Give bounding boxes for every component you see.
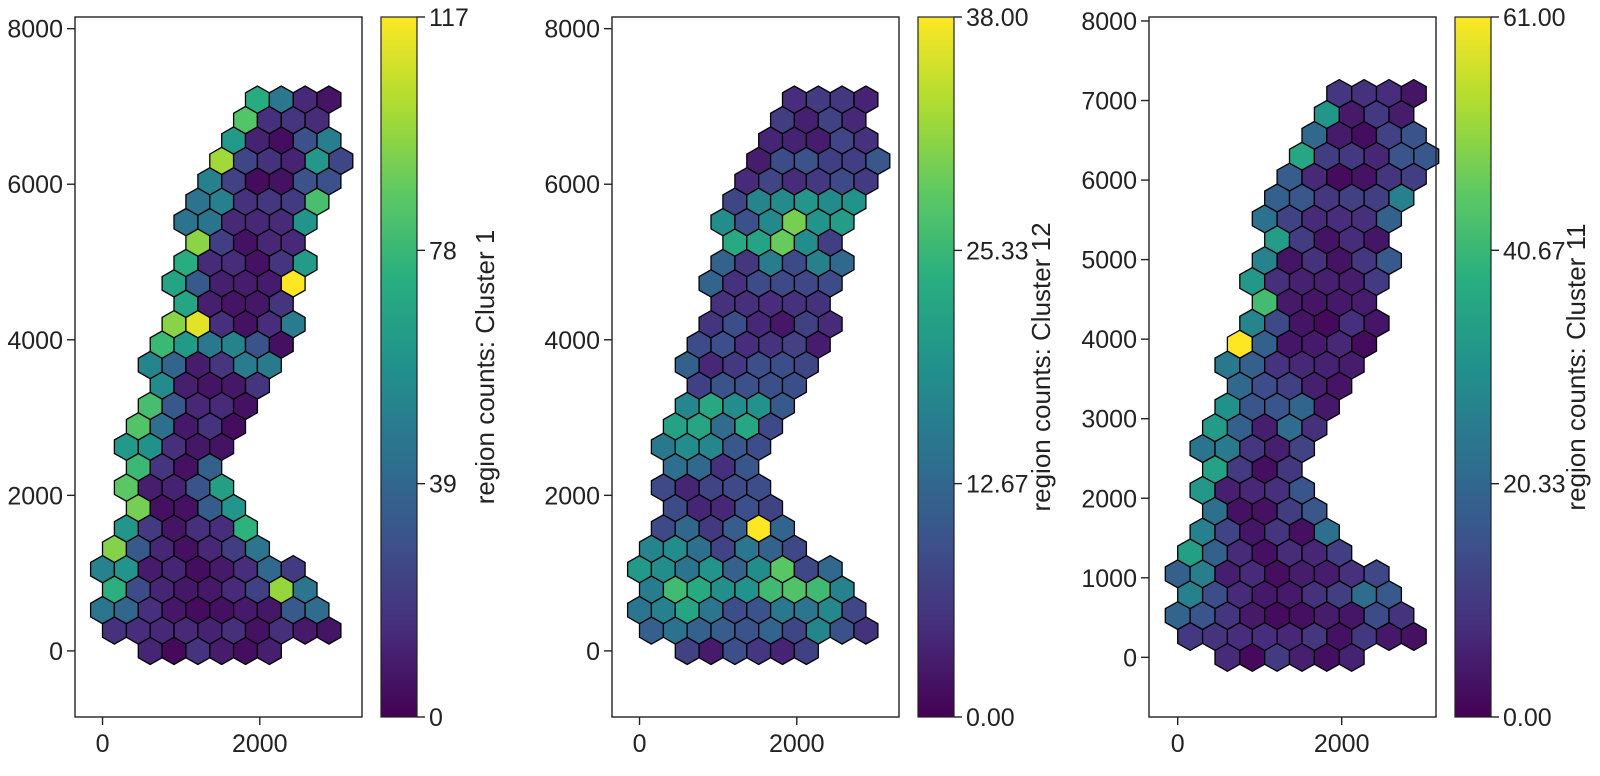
y-tick-label: 6000 [1081, 167, 1137, 195]
panel-2: 0 2000 0 2000 4000 6000 8000 0.00 12.67 25.33 38… [544, 4, 1056, 758]
x-tick-label: 0 [633, 730, 647, 758]
x-axis-2: 0 2000 [633, 717, 825, 758]
x-tick-label: 0 [96, 730, 110, 758]
hex-bin [853, 85, 879, 115]
plot-area-3 [1164, 78, 1440, 673]
y-tick-label: 4000 [7, 327, 63, 355]
colorbar-tick-label: 40.67 [1503, 237, 1566, 265]
y-tick-label: 0 [1123, 644, 1137, 672]
y-tick-label: 8000 [1081, 8, 1137, 36]
y-tick-label: 5000 [1081, 247, 1137, 275]
y-tick-label: 1000 [1081, 565, 1137, 593]
hex-bin [817, 554, 843, 584]
colorbar-ticks-1: 0 39 78 117 [417, 4, 469, 732]
x-tick-label: 0 [1171, 730, 1185, 758]
hex-bin [1375, 78, 1403, 109]
y-tick-label: 7000 [1081, 88, 1137, 116]
x-axis-3: 0 2000 [1171, 717, 1370, 758]
hex-bin [781, 85, 808, 115]
hex-bin [292, 85, 318, 115]
colorbar-2: 0.00 12.67 25.33 38.00 region counts: Clust… [917, 4, 1056, 732]
colorbar-tick-label: 117 [429, 4, 469, 32]
y-axis-1: 0 2000 4000 6000 8000 [7, 16, 75, 666]
y-tick-label: 8000 [544, 16, 600, 44]
colorbar-1: 0 39 78 117 region counts: Cluster 1 [380, 4, 500, 732]
colorbar-tick-label: 0 [429, 704, 443, 732]
x-axis-1: 0 2000 [96, 717, 288, 758]
plot-area-2 [626, 85, 891, 666]
colorbar-label-2: region counts: Cluster 12 [1026, 222, 1056, 511]
y-tick-label: 4000 [544, 327, 600, 355]
colorbar-tick-label: 61.00 [1503, 4, 1566, 32]
hex-bin [829, 85, 855, 115]
y-tick-label: 6000 [544, 171, 600, 199]
y-tick-label: 6000 [7, 171, 63, 199]
colorbar-tick-label: 0.00 [966, 704, 1015, 732]
y-tick-label: 2000 [7, 482, 63, 510]
hex-bin [244, 85, 271, 115]
hex-bin [1351, 78, 1378, 109]
colorbar-gradient-3 [1454, 16, 1492, 718]
colorbar-3: 0.00 20.33 40.67 61.00 region counts: Clust… [1454, 4, 1591, 732]
colorbar-tick-label: 39 [429, 471, 457, 499]
colorbar-tick-label: 25.33 [966, 237, 1029, 265]
plot-frame-1 [74, 16, 363, 718]
y-axis-3: 0 1000 2000 3000 4000 5000 6000 7000 8000 [1081, 8, 1149, 672]
plot-area-1 [89, 85, 354, 666]
x-tick-label: 2000 [232, 730, 288, 758]
panel-1: 0 2000 0 2000 4000 6000 8000 0 39 78 117 region … [7, 4, 500, 758]
colorbar-tick-label: 0.00 [1503, 704, 1552, 732]
hex-bin [280, 554, 306, 584]
hex-bin [1400, 78, 1427, 109]
y-tick-label: 0 [586, 638, 600, 666]
x-tick-label: 2000 [769, 730, 825, 758]
y-tick-label: 2000 [1081, 485, 1137, 513]
colorbar-ticks-3: 0.00 20.33 40.67 61.00 [1491, 4, 1566, 732]
colorbar-tick-label: 78 [429, 237, 457, 265]
colorbar-label-3: region counts: Cluster 11 [1561, 223, 1591, 510]
hex-bin [268, 85, 294, 115]
y-tick-label: 0 [49, 638, 63, 666]
y-tick-label: 8000 [7, 16, 63, 44]
y-tick-label: 4000 [1081, 326, 1137, 354]
colorbar-label-1: region counts: Cluster 1 [470, 230, 500, 505]
colorbar-tick-label: 12.67 [966, 471, 1029, 499]
hex-bin [1326, 78, 1353, 109]
x-tick-label: 2000 [1314, 730, 1370, 758]
colorbar-tick-label: 38.00 [966, 4, 1029, 32]
hex-bin [316, 85, 342, 115]
hex-bin [1363, 559, 1390, 589]
colorbar-tick-label: 20.33 [1503, 471, 1566, 499]
y-tick-label: 2000 [544, 482, 600, 510]
y-axis-2: 0 2000 4000 6000 8000 [544, 16, 612, 666]
hex-bin [805, 85, 831, 115]
colorbar-gradient-2 [917, 16, 955, 718]
y-tick-label: 3000 [1081, 406, 1137, 434]
plot-frame-3 [1148, 16, 1437, 718]
colorbar-gradient-1 [380, 16, 418, 718]
colorbar-ticks-2: 0.00 12.67 25.33 38.00 [954, 4, 1029, 732]
plot-frame-2 [611, 16, 900, 718]
panel-3: 0 2000 010002000300040005000600070008000 … [1081, 4, 1591, 758]
